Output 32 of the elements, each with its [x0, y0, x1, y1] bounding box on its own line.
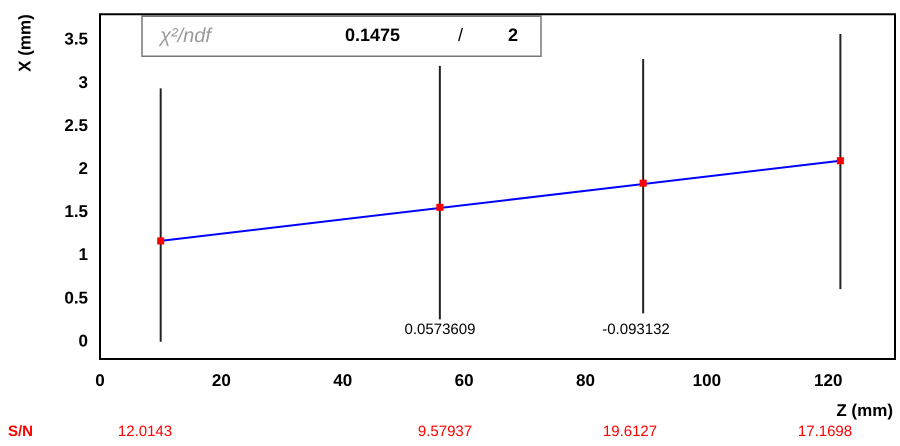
x-tick-label: 120 [814, 370, 842, 390]
y-tick-label: 1.5 [64, 202, 88, 222]
point [157, 237, 164, 244]
y-tick-label: 2 [78, 159, 88, 178]
x-tick-label: 60 [454, 370, 474, 390]
y-tick-label: 1 [78, 245, 88, 264]
text: S/N [8, 423, 34, 440]
y-tick-label: 3.5 [64, 30, 88, 49]
annotation: 2 [508, 25, 518, 46]
point [436, 204, 444, 211]
annotation: 0.1475 [345, 25, 400, 46]
y-tick-label: 2.5 [64, 116, 88, 135]
y-tick-label: 0 [78, 331, 88, 350]
x-tick-label: 20 [212, 370, 231, 390]
x-tick-label: 100 [692, 370, 722, 390]
annotation: χ²/ndf [158, 24, 214, 47]
y-axis-title: X (mm) [16, 14, 35, 72]
y-tick-label: 3 [78, 72, 88, 92]
text: 9.57937 [418, 423, 472, 440]
text: 12.0143 [118, 423, 172, 440]
annotation: / [458, 25, 464, 46]
point [640, 180, 647, 187]
x-tick-label: 0 [95, 370, 105, 390]
annotation: 0.0573609 [404, 321, 476, 338]
text: 17.1698 [798, 423, 852, 440]
x-tick-label: 40 [333, 370, 352, 390]
point [836, 157, 844, 164]
y-tick-label: 0.5 [64, 288, 88, 308]
x-axis-title: Z (mm) [836, 401, 893, 420]
x-tick-label: 80 [576, 370, 595, 390]
text: 19.6127 [602, 423, 658, 440]
annotation: -0.093132 [602, 321, 670, 338]
